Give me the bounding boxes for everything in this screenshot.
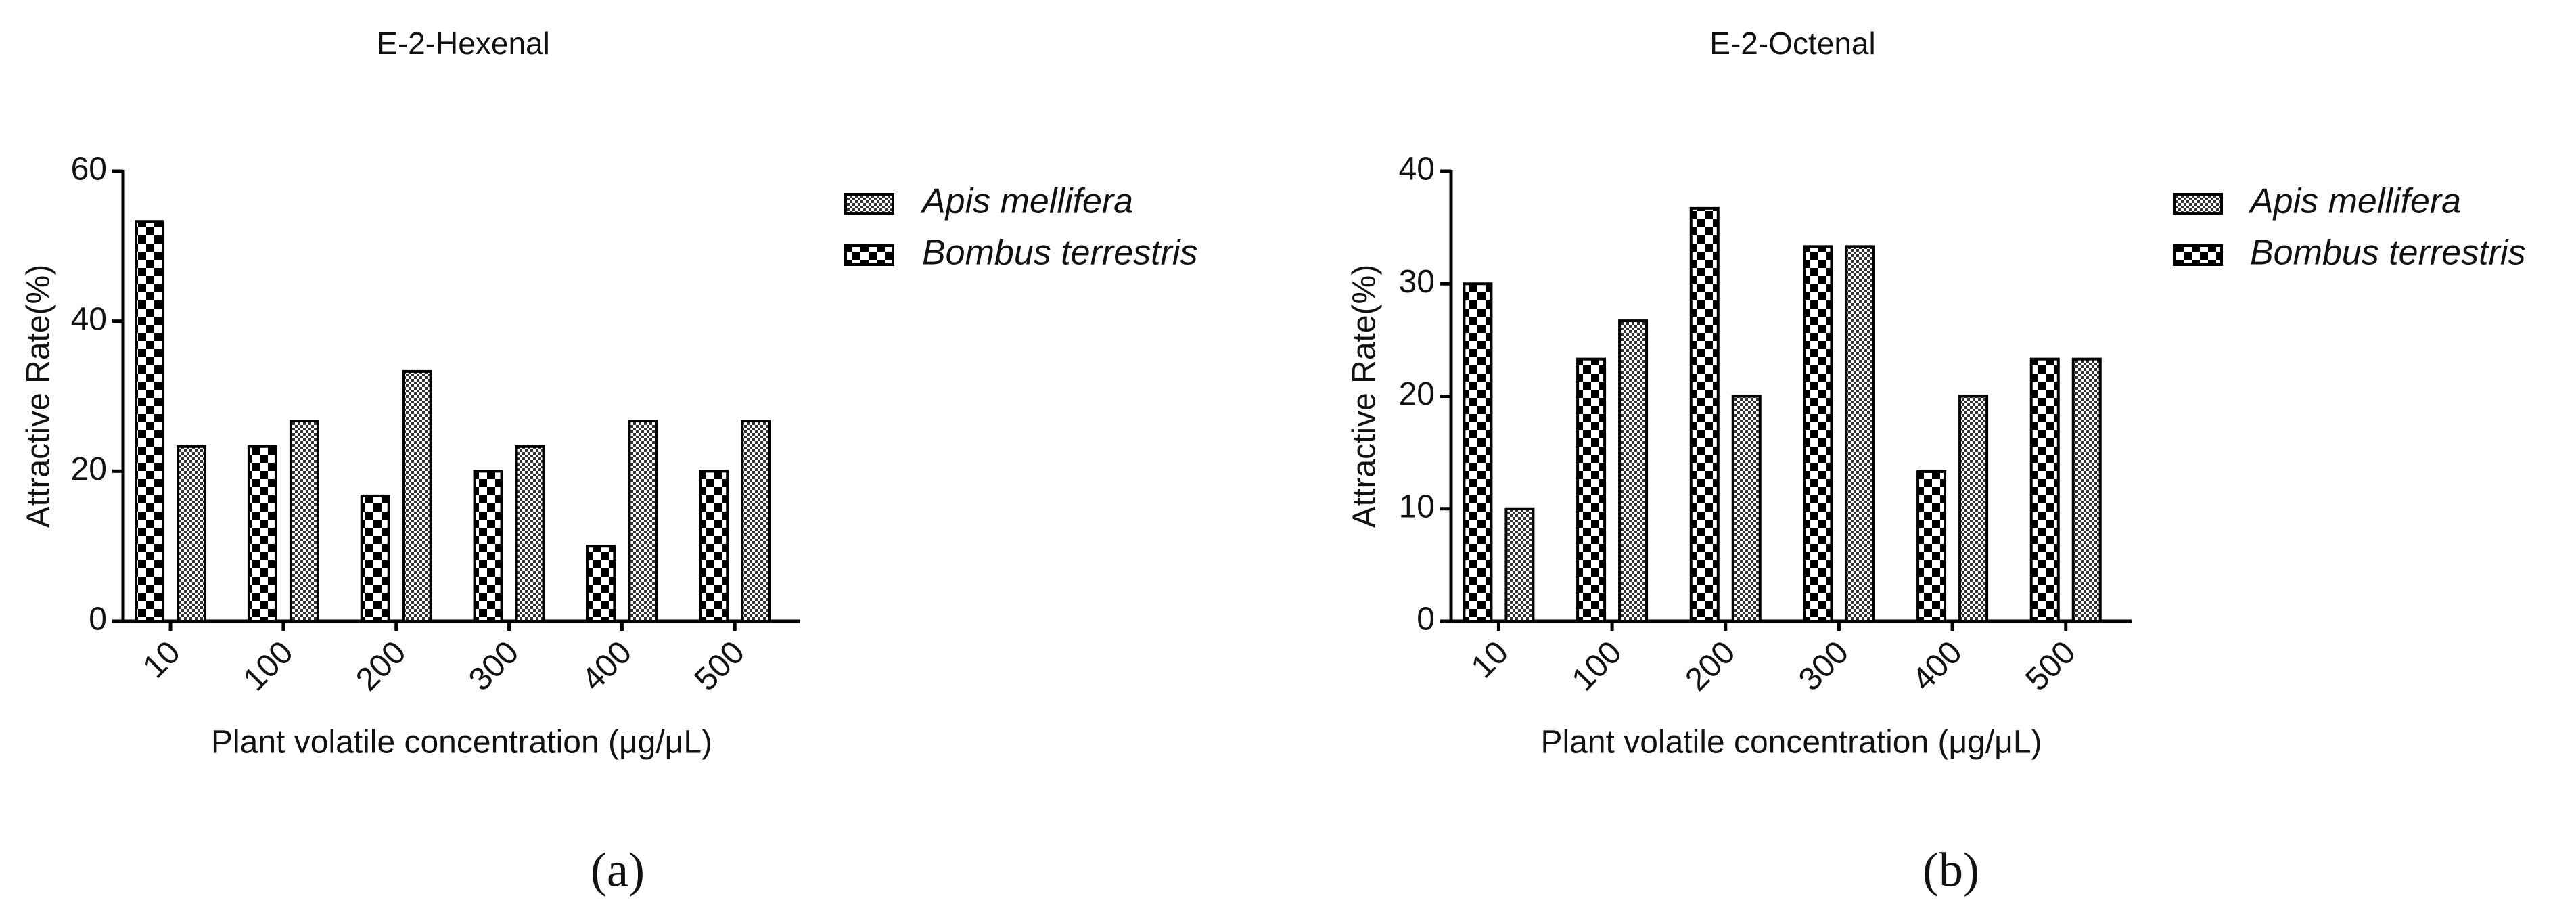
x-tick-label: 10 xyxy=(1465,634,1515,685)
bar xyxy=(247,445,277,623)
x-axis-label: Plant volatile concentration (μg/μL) xyxy=(211,725,712,761)
bar xyxy=(1916,470,1947,623)
x-tick-label: 400 xyxy=(575,634,639,698)
x-tick-label: 500 xyxy=(2019,634,2082,698)
legend-label: Bombus terrestris xyxy=(2250,233,2525,273)
legend-label: Apis mellifera xyxy=(2248,182,2461,221)
x-tick-label: 100 xyxy=(1565,634,1629,698)
legend-swatch xyxy=(844,193,894,215)
legend-swatch xyxy=(2173,244,2223,266)
y-tick-label: 60 xyxy=(71,152,107,187)
y-tick-label: 30 xyxy=(1399,264,1435,300)
y-tick-label: 40 xyxy=(1399,152,1435,187)
x-tick-label: 400 xyxy=(1906,634,1969,698)
bar xyxy=(177,445,207,623)
bar xyxy=(1731,395,1762,623)
chart-title: E-2-Octenal xyxy=(1709,26,1875,61)
bar xyxy=(1618,319,1649,623)
y-tick-label: 0 xyxy=(1417,602,1435,637)
chart-title: E-2-Hexenal xyxy=(377,26,550,61)
x-tick-label: 300 xyxy=(462,634,526,698)
x-tick-label: 200 xyxy=(349,634,413,698)
bar xyxy=(1803,245,1833,623)
y-tick-label: 20 xyxy=(71,451,107,487)
bar xyxy=(1504,507,1535,623)
bar xyxy=(1958,395,1989,623)
bar xyxy=(289,420,319,623)
y-tick-label: 20 xyxy=(1399,376,1435,412)
x-tick-label: 200 xyxy=(1678,634,1742,698)
legend-swatch xyxy=(2173,193,2223,215)
bar xyxy=(515,445,545,623)
y-tick-label: 40 xyxy=(71,301,107,337)
bar xyxy=(1845,245,1875,623)
y-tick-label: 0 xyxy=(89,602,107,637)
bar xyxy=(135,220,165,623)
panel-label: (b) xyxy=(1923,843,1979,897)
legend-swatch xyxy=(844,244,894,266)
bar xyxy=(1689,206,1720,623)
bar xyxy=(628,420,658,623)
x-axis-label: Plant volatile concentration (μg/μL) xyxy=(1540,725,2042,761)
bar xyxy=(2029,357,2060,623)
bar xyxy=(1463,282,1493,623)
bar xyxy=(586,545,616,623)
y-axis-label: Attractive Rate(%) xyxy=(21,265,57,528)
legend-label: Bombus terrestris xyxy=(922,233,1197,273)
bar xyxy=(1576,357,1607,623)
y-axis-label: Attractive Rate(%) xyxy=(1347,265,1383,528)
bar xyxy=(2071,357,2102,623)
bar xyxy=(473,470,503,623)
legend-label: Apis mellifera xyxy=(920,182,1133,221)
x-tick-label: 300 xyxy=(1792,634,1856,698)
x-tick-label: 100 xyxy=(237,634,300,698)
bar xyxy=(699,470,729,623)
bar xyxy=(741,420,771,623)
y-tick-label: 10 xyxy=(1399,489,1435,524)
x-tick-label: 10 xyxy=(137,634,187,685)
bar xyxy=(360,494,390,623)
x-tick-label: 500 xyxy=(688,634,752,698)
panel-label: (a) xyxy=(591,843,645,897)
bar xyxy=(402,369,432,623)
